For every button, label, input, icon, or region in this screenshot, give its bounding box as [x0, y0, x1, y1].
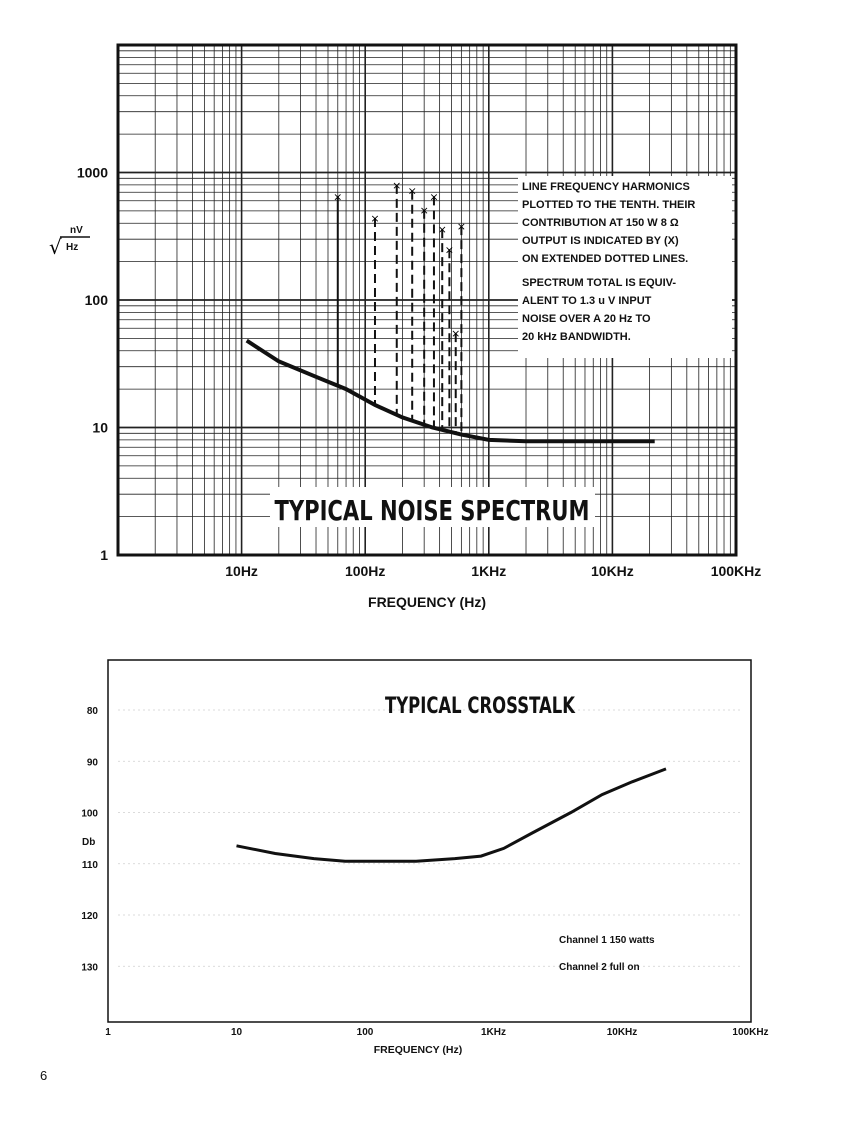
harmonic-x-marker: ×	[451, 327, 460, 340]
noise-y-tick-label: 1000	[77, 165, 108, 181]
noise-x-tick-label: 1KHz	[471, 563, 506, 579]
y-unit-denominator: Hz	[66, 242, 78, 253]
noise-annotation-line: SPECTRUM TOTAL IS EQUIV-	[522, 277, 676, 289]
noise-annotation-line: LINE FREQUENCY HARMONICS	[522, 181, 690, 193]
noise-y-tick-label: 100	[85, 292, 109, 308]
noise-x-tick-label: 10Hz	[225, 563, 258, 579]
harmonic-x-marker: ×	[445, 243, 454, 256]
noise-annotation-line: PLOTTED TO THE TENTH. THEIR	[522, 199, 695, 211]
noise-x-tick-label: 10KHz	[591, 563, 634, 579]
y-unit-numerator: nV	[70, 225, 83, 236]
noise-annotation-line: NOISE OVER A 20 Hz TO	[522, 313, 651, 325]
crosstalk-note-line-2: Channel 2 full on	[559, 962, 640, 973]
crosstalk-chart-title: TYPICAL CROSSTALK	[385, 694, 576, 719]
title-background	[270, 487, 595, 527]
noise-plot-frame	[116, 43, 738, 557]
noise-annotation-line: 20 kHz BANDWIDTH.	[522, 331, 631, 343]
crosstalk-y-tick-label: 80	[87, 706, 99, 717]
noise-x-tick-labels: 10Hz 100Hz 1KHz 10KHz 100KHz	[225, 563, 761, 579]
annotation-background	[518, 176, 732, 358]
crosstalk-x-tick-label: 10KHz	[607, 1027, 638, 1038]
noise-x-axis-label: FREQUENCY (Hz)	[368, 594, 486, 610]
noise-grid	[118, 45, 736, 555]
crosstalk-x-tick-label: 1KHz	[481, 1027, 506, 1038]
crosstalk-plot-frame	[107, 659, 752, 1023]
harmonic-x-marker: ×	[370, 212, 379, 225]
noise-chart-title: TYPICAL NOISE SPECTRUM	[275, 494, 590, 527]
crosstalk-x-axis-label: FREQUENCY (Hz)	[374, 1044, 462, 1056]
crosstalk-y-tick-label: 130	[81, 962, 98, 973]
harmonic-x-marker: ×	[429, 190, 438, 203]
crosstalk-x-tick-label: 10	[231, 1027, 243, 1038]
noise-annotation-line: CONTRIBUTION AT 150 W 8 Ω	[522, 217, 679, 229]
crosstalk-y-tick-labels: 80 90 100 110 120 130	[81, 706, 98, 973]
noise-annotation-line: ON EXTENDED DOTTED LINES.	[522, 253, 688, 265]
harmonic-x-marker: ×	[333, 190, 342, 203]
sqrt-symbol: √	[49, 235, 62, 259]
noise-y-axis-unit: nV √ Hz	[49, 225, 90, 259]
noise-annotation-line: ALENT TO 1.3 u V INPUT	[522, 295, 652, 307]
crosstalk-y-tick-label: 110	[82, 860, 99, 871]
harmonic-x-marker: ×	[392, 179, 401, 192]
noise-x-tick-label: 100Hz	[345, 563, 385, 579]
noise-y-tick-label: 1	[100, 547, 108, 563]
crosstalk-x-tick-label: 100	[357, 1027, 374, 1038]
crosstalk-y-tick-label: 100	[81, 809, 98, 820]
harmonics-group: ××× ×××××××	[333, 179, 466, 435]
crosstalk-x-tick-labels: 1 10 100 1KHz 10KHz 100KHz	[105, 1027, 768, 1038]
crosstalk-line	[236, 767, 667, 863]
harmonic-x-marker: ×	[420, 204, 429, 217]
crosstalk-x-tick-label: 100KHz	[732, 1027, 768, 1038]
crosstalk-note-line-1: Channel 1 150 watts	[559, 935, 655, 946]
noise-x-tick-label: 100KHz	[711, 563, 762, 579]
crosstalk-y-tick-label: 90	[87, 757, 99, 768]
crosstalk-y-axis-label: Db	[82, 837, 95, 848]
crosstalk-x-tick-label: 1	[105, 1027, 111, 1038]
noise-annotation-line: OUTPUT IS INDICATED BY (X)	[522, 235, 679, 247]
noise-spectrum-line	[245, 338, 655, 444]
harmonic-x-marker: ×	[408, 185, 417, 198]
harmonic-x-marker: ×	[457, 220, 466, 233]
harmonic-x-marker: ×	[438, 223, 447, 236]
crosstalk-y-tick-label: 120	[81, 911, 98, 922]
crosstalk-faint-gridlines	[118, 709, 740, 967]
page-number: 6	[40, 1068, 48, 1083]
noise-y-tick-label: 10	[92, 420, 108, 436]
noise-annotation: LINE FREQUENCY HARMONICS PLOTTED TO THE T…	[522, 181, 695, 343]
noise-y-tick-labels: 1 10 100 1000	[77, 165, 108, 564]
